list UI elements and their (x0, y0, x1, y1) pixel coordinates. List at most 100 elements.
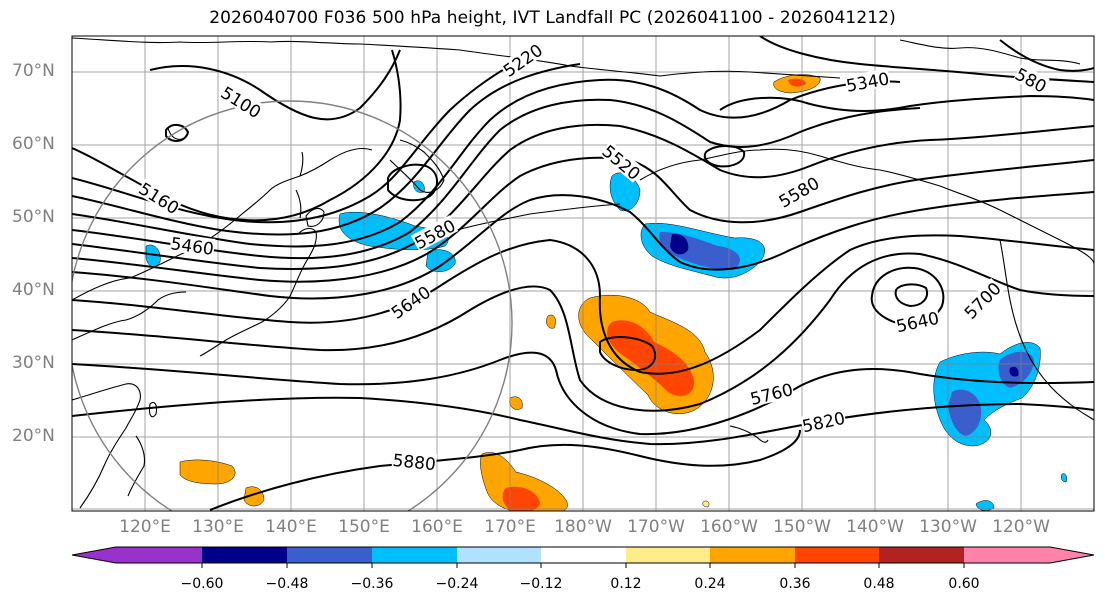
map-frame (71, 35, 1095, 512)
colorbar-over (964, 547, 1050, 563)
colorbar-tick-label: −0.48 (265, 576, 309, 592)
height-contours (72, 36, 1094, 511)
colorbar-bin-5 (541, 547, 626, 563)
contour-5640 (72, 234, 1094, 375)
contour-label-580: 580 (1011, 65, 1049, 98)
coast-sakhalin (295, 151, 304, 219)
colorbar-bin-4 (457, 547, 541, 563)
ivt-core-central-pacific (607, 320, 695, 396)
lat-label-40n: 40°N (12, 280, 55, 300)
lon-label-170w: 170°W (627, 517, 685, 537)
coast-aleutians (449, 203, 621, 233)
contour-5160 (72, 49, 402, 222)
ivt-negative-regions (145, 172, 1068, 511)
colorbar-tick-label: 0.36 (779, 576, 811, 592)
coast-west-us (999, 239, 1094, 421)
colorbar-tick-label: −0.12 (519, 576, 563, 592)
colorbar-tick-label: 0.48 (863, 576, 895, 592)
colorbar-tick-label: −0.24 (435, 576, 479, 592)
contour-low-east-inner (894, 283, 928, 308)
ivt-darkcore-california (1009, 366, 1019, 377)
colorbar-tick-label: 0.12 (610, 576, 642, 592)
contour-label-5880: 5880 (392, 451, 437, 475)
ivt-core-subtropics (502, 486, 540, 511)
lat-label-30n: 30°N (12, 353, 55, 373)
lon-label-130e: 130°E (192, 517, 244, 537)
landfall-circle (72, 100, 513, 511)
lon-label-150e: 150°E (338, 517, 390, 537)
coast-hokkaido (305, 207, 325, 227)
contour-ne-corner (999, 39, 1094, 72)
coast-hawaii (729, 425, 769, 443)
coast-alaska (639, 70, 1094, 265)
lat-label-70n: 70°N (12, 61, 55, 81)
ivt-region-tiny-east (1060, 473, 1068, 483)
lat-label-50n: 50°N (12, 207, 55, 227)
contour-label-5640-b: 5640 (895, 309, 941, 338)
coast-arctic-islands (899, 39, 1081, 65)
lon-label-180w: 180°W (554, 517, 612, 537)
ivt-core-california (948, 389, 982, 436)
contour-5700 (72, 252, 1094, 412)
lon-label-170e: 170°E (484, 517, 536, 537)
coast-asia (72, 147, 373, 509)
ivt-region-subtropics (480, 452, 568, 511)
colorbar-bin-3 (372, 547, 457, 563)
lat-label-60n: 60°N (12, 134, 55, 154)
coast-japan (199, 227, 317, 357)
lon-label-140w: 140°W (846, 517, 904, 537)
ivt-region-okhotsk (413, 180, 425, 193)
ivt-region-japan (145, 244, 161, 268)
colorbar-bin-7 (710, 547, 795, 563)
colorbar-tick-label: −0.60 (180, 576, 224, 592)
lat-label-20n: 20°N (12, 426, 55, 446)
contour-5760 (72, 351, 1094, 436)
contour-5880 (209, 429, 801, 511)
contour-low-okhotsk (387, 163, 438, 202)
colorbar-tick-label: 0.24 (694, 576, 726, 592)
map-title: 2026040700 F036 500 hPa height, IVT Land… (209, 8, 896, 28)
contour-label-5760: 5760 (748, 380, 795, 410)
lon-label-150w: 150°W (773, 517, 831, 537)
contour-5100 (149, 49, 401, 121)
contour-label-5820: 5820 (801, 409, 847, 438)
ivt-region-kuril-2 (425, 249, 456, 272)
lon-label-160w: 160°W (700, 517, 758, 537)
contour-arctic (719, 94, 1094, 112)
ivt-positive-regions (179, 74, 821, 511)
coast-taiwan (148, 401, 158, 418)
colorbar-bin-8 (795, 547, 879, 563)
colorbar-tick-label: −0.36 (350, 576, 394, 592)
ivt-region-tiny (702, 500, 710, 508)
lon-label-120w: 120°W (992, 517, 1050, 537)
colorbar-bin-9 (879, 547, 964, 563)
contour-low-east (870, 266, 945, 325)
ivt-region-small-1 (509, 396, 523, 410)
colorbar-under (116, 547, 202, 563)
contour-label-5700: 5700 (961, 279, 1006, 324)
lon-label-120e: 120°E (119, 517, 171, 537)
contour-label-5340: 5340 (845, 69, 891, 96)
colorbar-under-arrow (72, 547, 117, 563)
contour-low-alaska (703, 145, 746, 168)
ivt-region-west-pacific-1 (179, 459, 236, 485)
lon-label-160e: 160°E (411, 517, 463, 537)
colorbar-bin-1 (202, 547, 287, 563)
contour-5340 (72, 78, 901, 248)
contour-5820 (72, 396, 1094, 446)
contour-5280 (72, 63, 581, 236)
contour-5460 (72, 123, 1094, 270)
colorbar-tick-label: 0.60 (948, 576, 980, 592)
colorbar-bin-6 (626, 547, 710, 563)
colorbar-over-arrow (1049, 547, 1094, 563)
lon-label-140e: 140°E (265, 517, 317, 537)
contour-high-1 (165, 124, 190, 142)
graticule (72, 36, 1094, 511)
contour-low-closed (599, 336, 657, 372)
colorbar-bin-2 (287, 547, 372, 563)
colorbar-outline (71, 546, 1095, 564)
colorbar (71, 546, 1095, 568)
contour-5400 (72, 98, 921, 260)
ivt-region-small-2 (546, 314, 556, 329)
